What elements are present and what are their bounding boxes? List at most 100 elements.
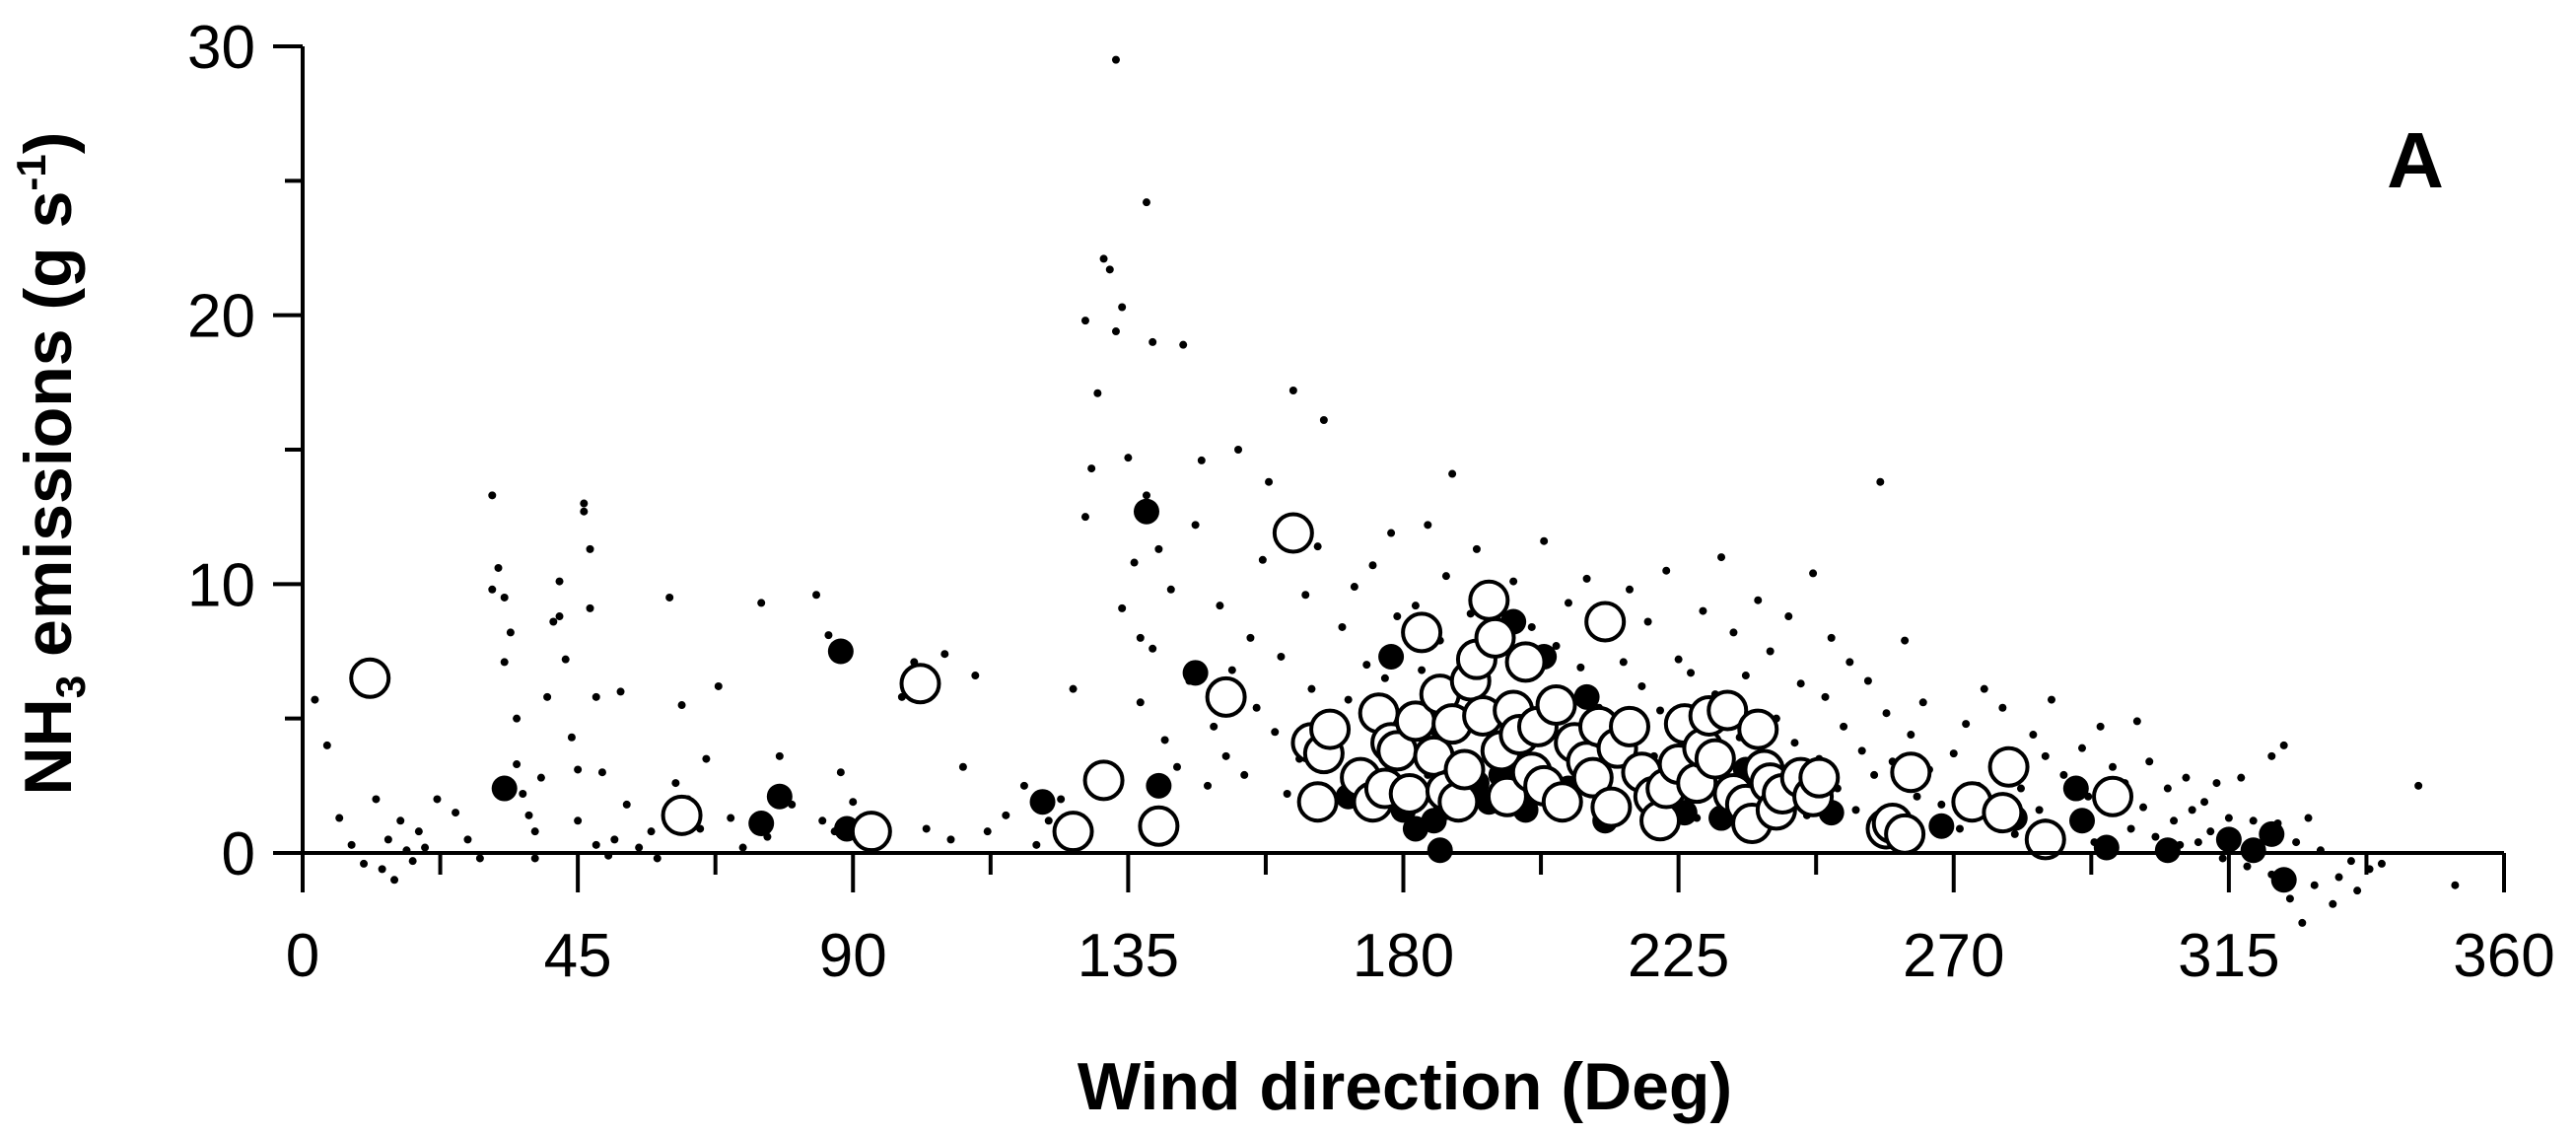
open-circle-point (349, 657, 391, 699)
dot-point (1172, 762, 1181, 771)
dot-point (1637, 681, 1646, 690)
dot-point (1857, 746, 1866, 755)
filled-circle-point (748, 811, 775, 837)
dot-point (1576, 663, 1585, 672)
filled-circle-point (1029, 789, 1056, 815)
dot-point (2218, 854, 2227, 863)
dot-point (677, 701, 686, 710)
dot-point (1998, 703, 2007, 712)
dot-point (1913, 792, 1921, 801)
dot-point (1656, 706, 1665, 715)
open-circle-point (1590, 786, 1633, 828)
filled-circle-point (2215, 826, 2242, 853)
dot-point (1840, 722, 1848, 731)
dot-point (610, 835, 619, 844)
dot-point (1258, 555, 1267, 564)
dot-point (580, 507, 589, 516)
dot-point (1136, 698, 1145, 707)
dot-point (1307, 684, 1316, 693)
filled-circle-point (766, 783, 793, 810)
dot-point (1870, 770, 1879, 779)
dot-point (2096, 722, 2105, 731)
y-axis-title: NH3 emissions (g s-1) (8, 132, 94, 796)
dot-point (1240, 770, 1249, 779)
dot-point (1472, 544, 1481, 553)
dot-point (714, 681, 723, 690)
dot-point (1424, 521, 1432, 530)
open-circle-point (1474, 616, 1516, 659)
axes: 0 45 90 135 180 225 270 315 360 0 10 20 30 (187, 14, 2555, 990)
dot-point (1080, 513, 1089, 522)
filled-circle-point (2062, 775, 2089, 802)
dot-point (647, 827, 656, 836)
dot-point (555, 612, 564, 621)
dot-point (2304, 814, 2313, 822)
dot-point (1069, 684, 1078, 693)
dot-point (524, 811, 533, 819)
dot-point (1191, 521, 1200, 530)
open-circle-point (1052, 811, 1094, 853)
dot-point (1955, 824, 1964, 833)
dot-point (347, 840, 356, 849)
dot-point (586, 544, 594, 553)
dot-point (530, 827, 539, 836)
dot-point (390, 876, 399, 885)
dot-point (1949, 749, 1958, 758)
y-axis-title-end: ) (11, 132, 86, 155)
dot-point (592, 692, 600, 701)
dot-point (1790, 739, 1799, 747)
dot-point (561, 655, 570, 664)
dot-point (1699, 606, 1707, 615)
filled-circle-point (1182, 660, 1209, 686)
dot-point (922, 824, 931, 833)
open-circle-point (661, 794, 703, 836)
dot-point (1643, 617, 1652, 626)
dot-point (506, 628, 515, 637)
dot-point (475, 854, 484, 863)
dot-point (1149, 337, 1157, 346)
dot-point (757, 599, 766, 607)
dot-point (408, 857, 417, 866)
dot-point (1796, 679, 1805, 688)
panel-label: A (2387, 116, 2444, 204)
dot-point (2334, 873, 2343, 882)
dot-point (1729, 628, 1738, 637)
dot-point (1582, 574, 1591, 583)
dot-point (738, 843, 747, 852)
open-circle-point (1401, 611, 1443, 654)
dot-point (2329, 899, 2337, 908)
dot-point (1418, 666, 1427, 674)
dot-point (946, 835, 955, 844)
dot-point (1393, 612, 1402, 621)
dot-point (1362, 661, 1371, 670)
dot-point (414, 827, 423, 836)
dot-point (983, 827, 992, 836)
open-circle-point (1309, 708, 1352, 750)
open-circle-point (1982, 792, 2024, 834)
dot-point (1619, 658, 1628, 667)
dot-point (1154, 544, 1163, 553)
dot-point (1784, 612, 1793, 621)
dot-point (1809, 569, 1818, 578)
dot-point (2193, 838, 2202, 847)
dot-point (653, 854, 661, 863)
dot-point (1901, 636, 1910, 645)
dot-point (2078, 744, 2087, 752)
open-circle-point (1541, 781, 1583, 823)
dot-point (383, 835, 392, 844)
dot-point (2292, 838, 2301, 847)
dot-point (1252, 703, 1261, 712)
dot-point (2377, 859, 2386, 868)
dot-point (360, 859, 369, 868)
dot-point (836, 768, 845, 777)
filled-circle-point (1378, 643, 1405, 670)
x-tick-label: 270 (1903, 922, 2004, 990)
dot-point (543, 692, 552, 701)
dot-point (2249, 816, 2258, 825)
dot-point (1411, 602, 1420, 610)
dot-point (580, 499, 589, 508)
y-tick-label: 20 (187, 283, 255, 351)
dot-point (311, 695, 319, 704)
dot-point (2188, 806, 2196, 815)
dot-point (1448, 469, 1457, 478)
